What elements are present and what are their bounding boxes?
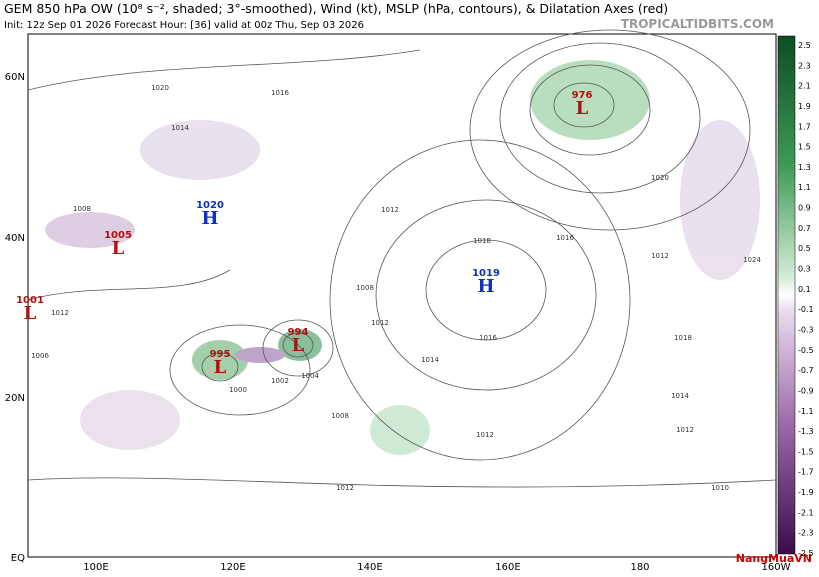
center-value: 995 xyxy=(210,349,231,360)
shading xyxy=(45,60,760,455)
center-value: 1020 xyxy=(196,200,224,211)
isobar-label: 1012 xyxy=(676,426,694,434)
colorbar-label: 2.5 xyxy=(798,41,811,50)
colorbar-label: -2.1 xyxy=(798,508,814,517)
map-frame xyxy=(27,33,777,558)
colorbar-label: -1.5 xyxy=(798,447,814,456)
lon-label: 100E xyxy=(83,562,108,573)
center-value: 1005 xyxy=(104,230,132,241)
center-symbol: H xyxy=(201,208,218,229)
center-symbol: L xyxy=(576,98,589,119)
isobar-label: 1020 xyxy=(651,174,669,182)
lon-label: 140E xyxy=(357,562,382,573)
center-value: 1001 xyxy=(16,295,44,306)
isobar-label: 1014 xyxy=(421,356,439,364)
isobar-label: 1016 xyxy=(556,234,574,242)
isobar-label: 1016 xyxy=(479,334,497,342)
colorbar-label: 1.1 xyxy=(798,183,811,192)
lon-label: 160E xyxy=(495,562,520,573)
lon-label: 160W xyxy=(762,562,791,573)
colorbar-label: -0.9 xyxy=(798,386,814,395)
colorbar-label: -0.5 xyxy=(798,346,814,355)
colorbar-label: -0.3 xyxy=(798,325,814,334)
isobar-label: 1008 xyxy=(73,205,91,213)
isobar-label: 1012 xyxy=(51,309,69,317)
isobar-label: 1014 xyxy=(671,392,689,400)
colorbar-label: -1.7 xyxy=(798,468,814,477)
colorbar-label: -2.5 xyxy=(798,549,814,558)
center-value: 994 xyxy=(288,327,309,338)
isobar-label: 1016 xyxy=(271,89,289,97)
center-symbol: H xyxy=(477,276,494,297)
colorbar-label: 1.9 xyxy=(798,102,811,111)
colorbar-label: 1.5 xyxy=(798,143,811,152)
watermark: NangMuaVN xyxy=(736,552,812,565)
colorbar-label: -1.3 xyxy=(798,427,814,436)
center-symbol: L xyxy=(292,335,305,356)
isobar-label: 1018 xyxy=(674,334,692,342)
subtitle: Init: 12z Sep 01 2026 Forecast Hour: [36… xyxy=(4,20,364,31)
title: GEM 850 hPa OW (10⁸ s⁻², shaded; 3°-smoo… xyxy=(4,1,668,16)
isobar-label: 1008 xyxy=(356,284,374,292)
isobar-label: 1012 xyxy=(381,206,399,214)
isobar-label: 1008 xyxy=(331,412,349,420)
colorbar-label: -1.1 xyxy=(798,407,814,416)
isobar-label: 1004 xyxy=(301,372,319,380)
isobar-label: 1014 xyxy=(171,124,189,132)
isobar-label: 1006 xyxy=(31,352,49,360)
colorbar-label: -2.3 xyxy=(798,529,814,538)
center-symbol: L xyxy=(214,357,227,378)
source: TROPICALTIDBITS.COM xyxy=(621,17,774,31)
lat-label: 20N xyxy=(5,393,25,404)
center-value: 976 xyxy=(572,90,593,101)
isobar-label: 1018 xyxy=(473,237,491,245)
lat-label: EQ xyxy=(11,553,25,564)
colorbar-label: 1.7 xyxy=(798,122,811,131)
isobar-label: 1000 xyxy=(229,386,247,394)
center-value: 1019 xyxy=(472,268,500,279)
center-symbol: L xyxy=(112,238,125,259)
colorbar-label: 0.5 xyxy=(798,244,811,253)
lat-label: 40N xyxy=(5,233,25,244)
isobar-label: 1010 xyxy=(711,484,729,492)
center-symbol: L xyxy=(24,303,37,324)
colorbar-label: 0.9 xyxy=(798,204,811,213)
colorbar-label: 0.7 xyxy=(798,224,811,233)
isobar-label: 1020 xyxy=(151,84,169,92)
isobar-label: 1024 xyxy=(743,256,761,264)
map-area xyxy=(27,29,777,558)
lat-label: 60N xyxy=(5,72,25,83)
colorbar-label: 1.3 xyxy=(798,163,811,172)
colorbar-label: 2.3 xyxy=(798,61,811,70)
lon-label: 120E xyxy=(220,562,245,573)
colorbar xyxy=(777,35,796,555)
isobar-label: 1012 xyxy=(371,319,389,327)
colorbar-label: -1.9 xyxy=(798,488,814,497)
colorbar-label: 0.3 xyxy=(798,265,811,274)
isobars xyxy=(27,29,777,488)
colorbar-label: 2.1 xyxy=(798,82,811,91)
isobar-label: 1002 xyxy=(271,377,289,385)
lon-label: 180 xyxy=(630,562,649,573)
isobar-label: 1012 xyxy=(476,431,494,439)
isobar-label: 1012 xyxy=(336,484,354,492)
isobar-label: 1012 xyxy=(651,252,669,260)
colorbar-label: 0.1 xyxy=(798,285,811,294)
colorbar-label: -0.7 xyxy=(798,366,814,375)
colorbar-label: -0.1 xyxy=(798,305,814,314)
